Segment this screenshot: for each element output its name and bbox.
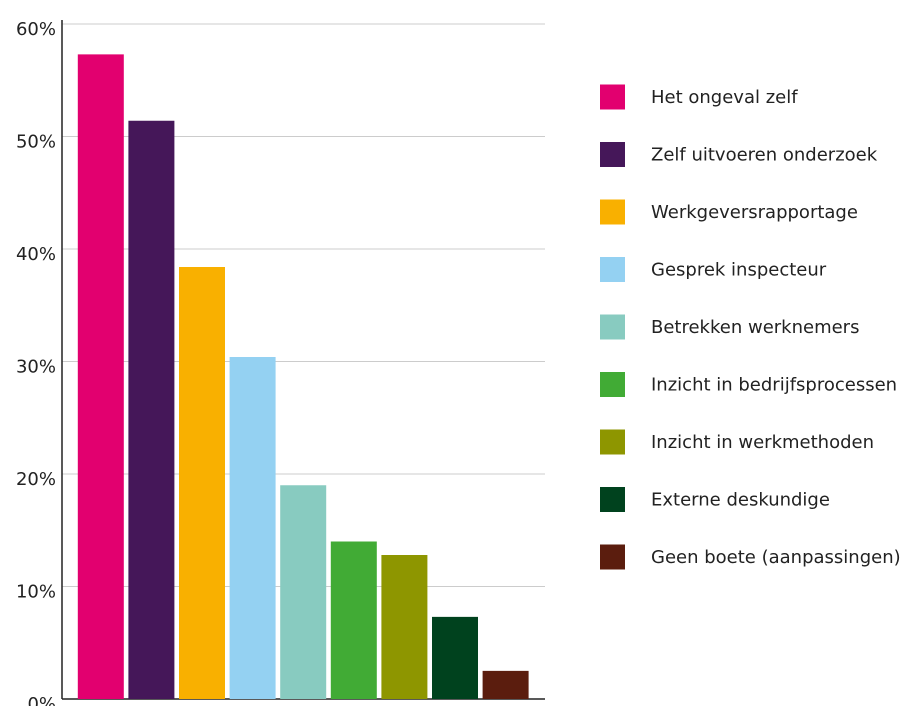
legend-label: Gesprek inspecteur — [651, 260, 827, 281]
y-tick-label: 0% — [27, 694, 56, 706]
legend-swatch — [600, 487, 625, 512]
legend-swatch — [600, 142, 625, 167]
legend-label: Externe deskundige — [651, 490, 830, 511]
y-tick-label: 30% — [16, 357, 56, 378]
bar — [280, 485, 327, 699]
bar — [179, 267, 225, 699]
bar — [330, 541, 377, 699]
legend-label: Inzicht in werkmethoden — [651, 432, 874, 453]
legend-swatch — [600, 199, 625, 225]
legend-swatch — [600, 314, 625, 340]
legend-label: Zelf uitvoeren onderzoek — [651, 145, 878, 166]
bar — [381, 555, 428, 699]
legend-label: Inzicht in bedrijfsprocessen — [651, 375, 897, 396]
legend-swatch — [600, 372, 625, 397]
legend-label: Werkgeversrapportage — [651, 202, 858, 223]
y-tick-label: 50% — [16, 132, 56, 153]
y-tick-label: 60% — [16, 19, 56, 40]
bar — [77, 54, 124, 699]
legend-swatch — [600, 544, 625, 570]
legend-swatch — [600, 84, 625, 110]
y-tick-label: 10% — [16, 582, 56, 603]
bar — [482, 670, 529, 699]
y-tick-label: 40% — [16, 244, 56, 265]
legend-label: Geen boete (aanpassingen) — [651, 547, 901, 568]
bar — [229, 357, 276, 699]
legend-label: Betrekken werknemers — [651, 317, 859, 338]
legend-swatch — [600, 429, 625, 455]
bar — [432, 616, 478, 699]
legend-swatch — [600, 257, 625, 282]
y-tick-label: 20% — [16, 469, 56, 490]
legend-label: Het ongeval zelf — [651, 87, 798, 108]
bar — [128, 120, 175, 699]
